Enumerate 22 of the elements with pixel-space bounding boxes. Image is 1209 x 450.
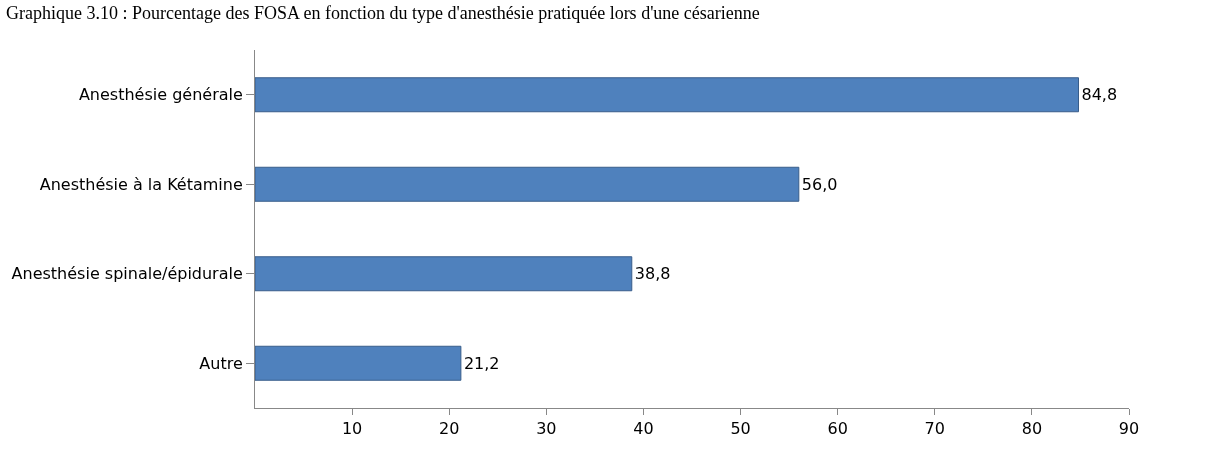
x-tick-label: 20 (439, 419, 460, 439)
data-label: 21,2 (463, 353, 500, 373)
x-tick-label: 50 (730, 419, 751, 439)
x-tick-label: 90 (1118, 419, 1140, 439)
y-tick-label: Anesthésie spinale/épidurale (11, 264, 243, 284)
y-tick-label: Anesthésie générale (78, 85, 243, 105)
x-tick-label: 40 (633, 419, 654, 439)
x-tick-label: 70 (924, 419, 945, 439)
y-tick-label: Autre (199, 353, 243, 373)
bar (255, 256, 633, 292)
data-label: 38,8 (634, 264, 671, 284)
bar (255, 345, 462, 381)
x-tick-label: 30 (536, 419, 557, 439)
chart-title: Graphique 3.10 : Pourcentage des FOSA en fonction du type d'anesthésie pratiquée lors d'une césarienne (6, 3, 760, 24)
data-label: 56,0 (801, 174, 838, 194)
x-tick-label: 10 (341, 419, 363, 439)
bar (255, 166, 800, 202)
data-label: 84,8 (1081, 85, 1118, 105)
y-tick-label: Anesthésie à la Kétamine (39, 174, 243, 194)
x-tick-label: 60 (827, 419, 848, 439)
bar (255, 77, 1079, 113)
x-tick-label: 80 (1021, 419, 1043, 439)
